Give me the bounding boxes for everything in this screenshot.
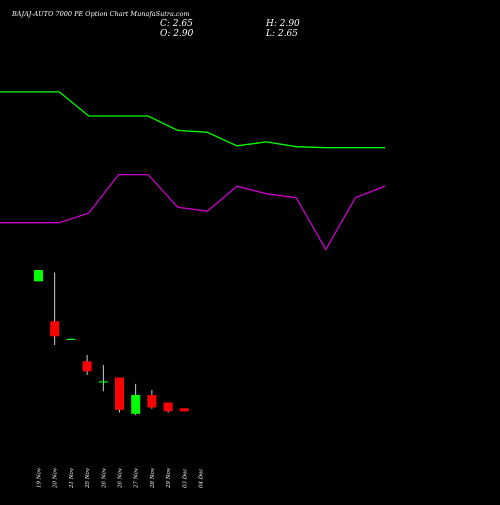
date-axis: 19 Nov 20 Nov 21 Nov 25 Nov 26 Nov 26 Nov 27 N… (37, 467, 205, 489)
series-line-2 (0, 173, 386, 251)
candle-body (163, 402, 173, 412)
candle-body (147, 395, 157, 408)
date-tick-label: 26 Nov (101, 467, 107, 489)
date-tick-label: 03 Dec (182, 469, 188, 489)
date-tick-label: 26 Nov (118, 467, 124, 489)
candlestick-panel (34, 270, 189, 415)
candle-body (115, 377, 124, 410)
date-tick-label: 21 Nov (69, 467, 75, 489)
date-tick-label: 29 Nov (166, 467, 172, 489)
series-line-1 (0, 91, 385, 149)
line-panel (0, 91, 386, 251)
date-tick-label: 19 Nov (37, 467, 43, 488)
chart-title: BAJAJ-AUTO 7000 PE Option Chart MunafaSu… (11, 10, 190, 18)
candle-body (179, 408, 189, 412)
candle-body (66, 338, 76, 340)
open-value: O: 2.90 (160, 29, 194, 39)
candle-body (98, 381, 108, 383)
date-tick-label: 28 Nov (150, 467, 156, 489)
candle-body (131, 395, 141, 414)
candle-body (50, 321, 60, 337)
high-value: H: 2.90 (265, 19, 300, 29)
candle-body (34, 270, 43, 282)
close-value: C: 2.65 (160, 19, 193, 29)
low-value: L: 2.65 (265, 29, 298, 39)
date-tick-label: 20 Nov (53, 467, 59, 489)
date-tick-label: 04 Dec (199, 469, 205, 489)
date-tick-label: 25 Nov (85, 467, 91, 489)
candle-body (82, 361, 92, 372)
date-tick-label: 27 Nov (134, 467, 140, 489)
